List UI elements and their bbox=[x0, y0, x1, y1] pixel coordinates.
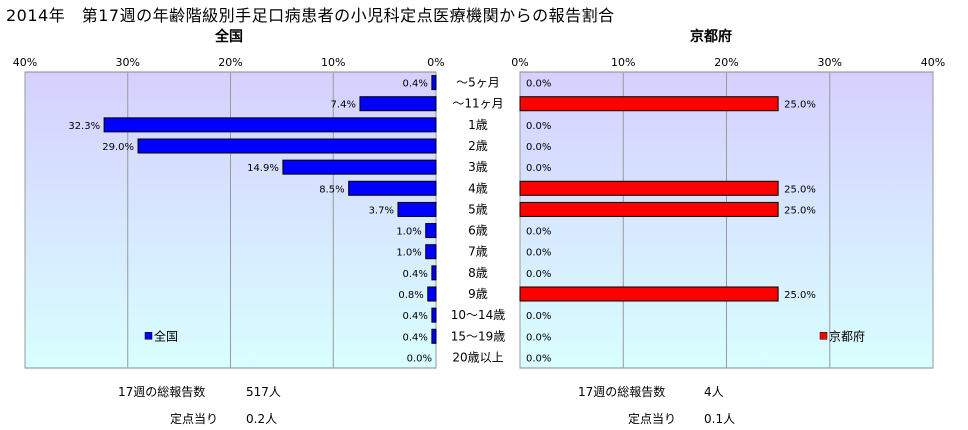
national-tick-label: 40% bbox=[13, 56, 37, 69]
national-data-label: 0.4% bbox=[402, 79, 427, 90]
category-label: 10〜14歳 bbox=[451, 308, 506, 322]
national-data-label: 0.4% bbox=[402, 311, 427, 322]
kyoto-data-label: 0.0% bbox=[526, 227, 551, 238]
national-per-site-label: 定点当り bbox=[170, 412, 219, 426]
category-label: 1歳 bbox=[468, 118, 488, 132]
national-tick-label: 10% bbox=[321, 56, 345, 69]
kyoto-data-label: 0.0% bbox=[526, 121, 551, 132]
national-data-label: 7.4% bbox=[331, 100, 356, 111]
kyoto-per-site-label: 定点当り bbox=[628, 412, 677, 426]
national-bar bbox=[431, 307, 437, 323]
national-data-label: 0.4% bbox=[402, 269, 427, 280]
kyoto-legend-swatch bbox=[819, 332, 828, 340]
national-data-label: 0.8% bbox=[398, 290, 423, 301]
kyoto-tick-label: 30% bbox=[818, 56, 842, 69]
kyoto-data-label: 0.0% bbox=[526, 269, 551, 280]
page-title: 2014年 第17週の年齢階級別手足口病患者の小児科定点医療機関からの報告割合 bbox=[6, 6, 615, 25]
kyoto-bar bbox=[519, 180, 779, 196]
national-total-reports-value: 517人 bbox=[246, 385, 281, 399]
kyoto-tick-label: 40% bbox=[921, 56, 945, 69]
national-bar bbox=[282, 159, 437, 175]
category-label: 〜11ヶ月 bbox=[452, 97, 503, 111]
kyoto-data-label: 25.0% bbox=[784, 184, 816, 195]
kyoto-total-reports-label: 17週の総報告数 bbox=[578, 385, 666, 399]
kyoto-data-label: 0.0% bbox=[526, 142, 551, 153]
national-tick-label: 20% bbox=[218, 56, 242, 69]
kyoto-tick-label: 10% bbox=[611, 56, 635, 69]
category-label: 4歳 bbox=[468, 181, 488, 195]
kyoto-total-reports-value: 4人 bbox=[704, 385, 724, 399]
category-label: 2歳 bbox=[468, 139, 488, 153]
kyoto-panel-title: 京都府 bbox=[690, 29, 732, 45]
national-data-label: 32.3% bbox=[68, 121, 100, 132]
national-bar bbox=[359, 96, 437, 112]
kyoto-bar bbox=[519, 201, 779, 217]
kyoto-data-label: 0.0% bbox=[526, 248, 551, 259]
national-data-label: 0.0% bbox=[407, 353, 432, 364]
national-bar bbox=[431, 265, 437, 281]
national-bar bbox=[397, 201, 437, 217]
national-panel-title: 全国 bbox=[215, 29, 243, 45]
national-tick-label: 30% bbox=[116, 56, 140, 69]
national-bar bbox=[431, 328, 437, 344]
kyoto-tick-label: 20% bbox=[714, 56, 738, 69]
kyoto-data-label: 0.0% bbox=[526, 163, 551, 174]
national-data-label: 8.5% bbox=[319, 184, 344, 195]
national-data-label: 3.7% bbox=[369, 205, 394, 216]
national-data-label: 1.0% bbox=[396, 227, 421, 238]
national-bar bbox=[348, 180, 437, 196]
national-bar bbox=[427, 286, 437, 302]
kyoto-data-label: 0.0% bbox=[526, 79, 551, 90]
kyoto-bar bbox=[519, 286, 779, 302]
kyoto-bar bbox=[519, 96, 779, 112]
category-label: 6歳 bbox=[468, 224, 488, 238]
kyoto-legend-label: 京都府 bbox=[829, 328, 865, 343]
kyoto-data-label: 25.0% bbox=[784, 205, 816, 216]
kyoto-data-label: 0.0% bbox=[526, 311, 551, 322]
category-label: 3歳 bbox=[468, 160, 488, 174]
national-legend-swatch bbox=[144, 332, 153, 340]
national-per-site-value: 0.2人 bbox=[246, 412, 278, 426]
kyoto-per-site-value: 0.1人 bbox=[704, 412, 736, 426]
kyoto-data-label: 25.0% bbox=[784, 100, 816, 111]
category-label: 〜5ヶ月 bbox=[456, 76, 500, 90]
national-bar bbox=[425, 223, 437, 239]
national-bar bbox=[431, 75, 437, 91]
national-bar bbox=[103, 117, 437, 133]
category-label: 8歳 bbox=[468, 266, 488, 280]
national-tick-label: 0% bbox=[427, 56, 444, 69]
national-data-label: 0.4% bbox=[402, 332, 427, 343]
kyoto-data-label: 0.0% bbox=[526, 332, 551, 343]
national-bar bbox=[137, 138, 437, 154]
national-data-label: 1.0% bbox=[396, 248, 421, 259]
category-label: 5歳 bbox=[468, 202, 488, 216]
national-data-label: 14.9% bbox=[247, 163, 279, 174]
category-label: 20歳以上 bbox=[452, 350, 503, 364]
category-label: 9歳 bbox=[468, 287, 488, 301]
kyoto-data-label: 25.0% bbox=[784, 290, 816, 301]
kyoto-data-label: 0.0% bbox=[526, 353, 551, 364]
category-label: 15〜19歳 bbox=[451, 329, 506, 343]
category-label: 7歳 bbox=[468, 245, 488, 259]
kyoto-tick-label: 0% bbox=[511, 56, 528, 69]
national-bar bbox=[425, 244, 437, 260]
national-total-reports-label: 17週の総報告数 bbox=[118, 385, 206, 399]
national-data-label: 29.0% bbox=[102, 142, 134, 153]
national-legend-label: 全国 bbox=[154, 328, 178, 343]
